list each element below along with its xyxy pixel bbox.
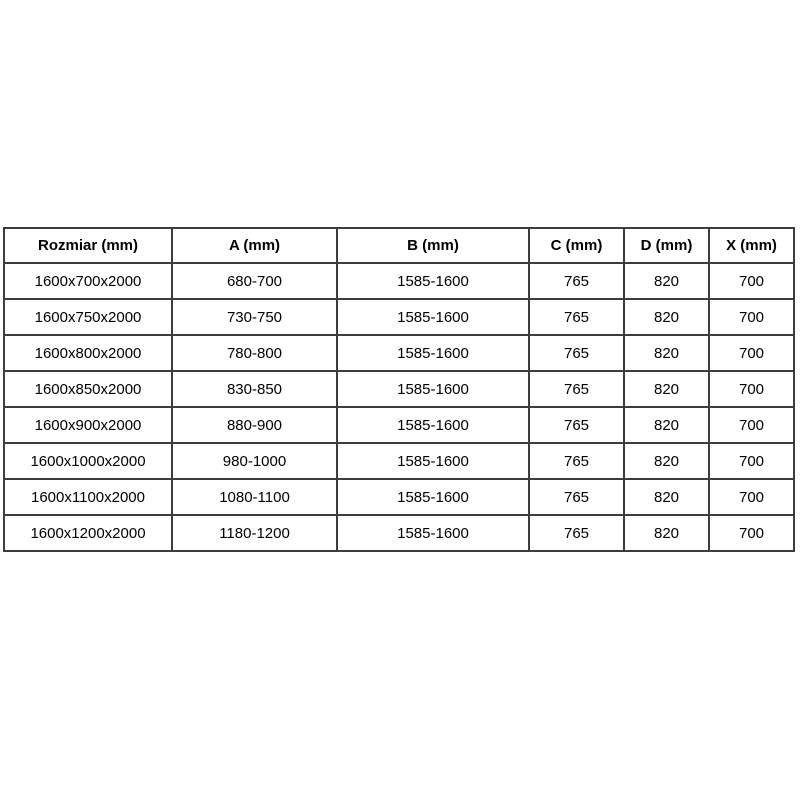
table-cell-a: 730-750 [171, 298, 338, 336]
table-cell-x: 700 [708, 298, 795, 336]
dimensions-table: Rozmiar (mm) A (mm) B (mm) C (mm) D (mm)… [3, 227, 795, 552]
table-cell-rozmiar: 1600x1000x2000 [3, 442, 173, 480]
table-cell-a: 780-800 [171, 334, 338, 372]
table-cell-x: 700 [708, 334, 795, 372]
table-cell-x: 700 [708, 478, 795, 516]
table-row: 1600x800x2000 780-800 1585-1600 765 820 700 [3, 334, 795, 372]
table-cell-b: 1585-1600 [336, 514, 530, 552]
table-cell-b: 1585-1600 [336, 298, 530, 336]
table-cell-d: 820 [623, 370, 710, 408]
column-header-a: A (mm) [171, 227, 338, 264]
table-row: 1600x1200x2000 1180-1200 1585-1600 765 820 70… [3, 514, 795, 552]
table-row: 1600x750x2000 730-750 1585-1600 765 820 700 [3, 298, 795, 336]
table-cell-a: 880-900 [171, 406, 338, 444]
table-cell-c: 765 [528, 406, 625, 444]
table-cell-x: 700 [708, 370, 795, 408]
table-cell-x: 700 [708, 406, 795, 444]
table-row: 1600x1100x2000 1080-1100 1585-1600 765 820 70… [3, 478, 795, 516]
table-cell-x: 700 [708, 514, 795, 552]
header-row: Rozmiar (mm) A (mm) B (mm) C (mm) D (mm)… [3, 227, 795, 264]
dimensions-table-container: Rozmiar (mm) A (mm) B (mm) C (mm) D (mm)… [3, 227, 795, 552]
table-body: 1600x700x2000 680-700 1585-1600 765 820 700 16… [3, 262, 795, 552]
table-cell-d: 820 [623, 262, 710, 300]
table-cell-d: 820 [623, 298, 710, 336]
column-header-c: C (mm) [528, 227, 625, 264]
table-cell-b: 1585-1600 [336, 334, 530, 372]
table-cell-c: 765 [528, 370, 625, 408]
table-cell-rozmiar: 1600x850x2000 [3, 370, 173, 408]
column-header-x: X (mm) [708, 227, 795, 264]
table-cell-rozmiar: 1600x700x2000 [3, 262, 173, 300]
column-header-b: B (mm) [336, 227, 530, 264]
table-cell-b: 1585-1600 [336, 370, 530, 408]
table-cell-a: 680-700 [171, 262, 338, 300]
table-cell-d: 820 [623, 334, 710, 372]
table-cell-c: 765 [528, 514, 625, 552]
table-cell-b: 1585-1600 [336, 262, 530, 300]
table-header: Rozmiar (mm) A (mm) B (mm) C (mm) D (mm)… [3, 227, 795, 264]
table-row: 1600x1000x2000 980-1000 1585-1600 765 820 700 [3, 442, 795, 480]
table-cell-c: 765 [528, 478, 625, 516]
table-cell-a: 830-850 [171, 370, 338, 408]
table-cell-c: 765 [528, 262, 625, 300]
column-header-d: D (mm) [623, 227, 710, 264]
table-cell-c: 765 [528, 298, 625, 336]
table-cell-rozmiar: 1600x750x2000 [3, 298, 173, 336]
table-row: 1600x850x2000 830-850 1585-1600 765 820 700 [3, 370, 795, 408]
table-cell-d: 820 [623, 406, 710, 444]
table-cell-c: 765 [528, 334, 625, 372]
table-row: 1600x700x2000 680-700 1585-1600 765 820 700 [3, 262, 795, 300]
table-cell-rozmiar: 1600x1200x2000 [3, 514, 173, 552]
table-cell-rozmiar: 1600x900x2000 [3, 406, 173, 444]
table-cell-b: 1585-1600 [336, 478, 530, 516]
table-cell-x: 700 [708, 442, 795, 480]
table-cell-a: 980-1000 [171, 442, 338, 480]
table-cell-d: 820 [623, 514, 710, 552]
table-cell-b: 1585-1600 [336, 406, 530, 444]
table-cell-rozmiar: 1600x800x2000 [3, 334, 173, 372]
table-cell-x: 700 [708, 262, 795, 300]
table-cell-d: 820 [623, 442, 710, 480]
column-header-rozmiar: Rozmiar (mm) [3, 227, 173, 264]
table-cell-d: 820 [623, 478, 710, 516]
table-cell-c: 765 [528, 442, 625, 480]
table-cell-a: 1080-1100 [171, 478, 338, 516]
table-row: 1600x900x2000 880-900 1585-1600 765 820 700 [3, 406, 795, 444]
table-cell-a: 1180-1200 [171, 514, 338, 552]
table-cell-rozmiar: 1600x1100x2000 [3, 478, 173, 516]
table-cell-b: 1585-1600 [336, 442, 530, 480]
